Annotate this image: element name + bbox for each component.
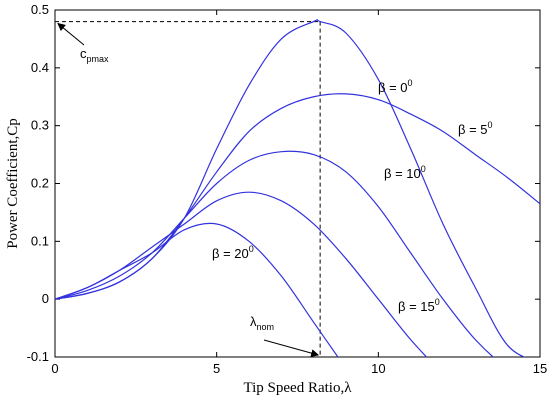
- y-tick-label: 0.1: [31, 233, 49, 248]
- series-line-2: [55, 150, 495, 357]
- x-tick-label: 10: [371, 361, 385, 376]
- annotation-label-cpmax: cpmax: [80, 46, 109, 64]
- series-line-4: [55, 222, 339, 357]
- y-tick-label: -0.1: [27, 349, 49, 364]
- series-label-2: β = 100: [384, 164, 426, 181]
- series-label-4: β = 200: [212, 244, 254, 261]
- series-label-3: β = 150: [398, 297, 440, 314]
- annotation-arrow-lambda-nom: [263, 339, 320, 357]
- annotation-arrow-cpmax: [57, 22, 85, 46]
- reference-lines: [55, 21, 321, 357]
- y-tick-label: 0.3: [31, 118, 49, 133]
- x-tick-label: 15: [533, 361, 547, 376]
- plot-border: [54, 9, 541, 358]
- x-tick-label: 5: [213, 361, 220, 376]
- y-tick-label: 0.2: [31, 176, 49, 191]
- series-label-1: β = 50: [458, 120, 493, 137]
- x-axis-title: Tip Speed Ratio,λ: [244, 380, 353, 396]
- series-line-3: [55, 191, 428, 357]
- y-tick-label: 0: [42, 291, 49, 306]
- x-tick-label: 0: [51, 361, 58, 376]
- annotation-label-lambda-nom: λnom: [250, 314, 274, 332]
- y-axis-title: Power Coefficient,Cp: [5, 118, 21, 249]
- series-line-1: [55, 93, 540, 300]
- y-tick-label: 0.5: [31, 2, 49, 17]
- axis-ticks: 0 5 10 15-0.100.10.20.30.40.5: [27, 2, 548, 376]
- series-labels: β = 00 β = 50 β = 100 β = 150 β = 200: [212, 78, 493, 314]
- annotations: cpmax λnom: [57, 22, 320, 357]
- series-label-0: β = 00: [378, 78, 413, 95]
- y-tick-label: 0.4: [31, 60, 49, 75]
- series-line-0: [55, 19, 526, 357]
- series-group: [55, 19, 540, 357]
- plot-frame: [54, 9, 541, 358]
